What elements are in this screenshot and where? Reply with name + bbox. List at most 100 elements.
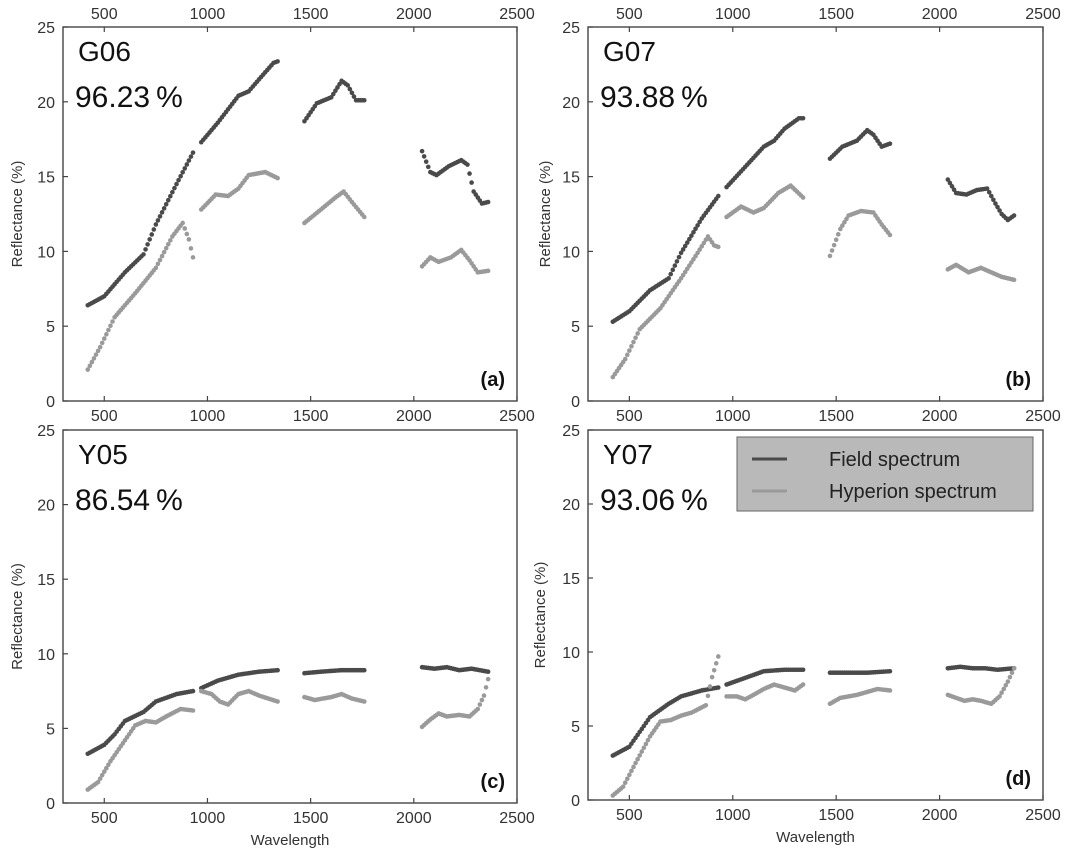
data-point <box>709 674 715 680</box>
series-field <box>610 664 1017 758</box>
data-point <box>155 261 161 267</box>
similarity-value: 96.23 % <box>75 81 183 114</box>
data-point <box>986 190 992 195</box>
series-hyperion <box>610 654 1017 798</box>
data-point <box>682 243 688 249</box>
series-field <box>85 664 491 757</box>
data-point <box>184 231 190 237</box>
data-point <box>711 667 717 673</box>
data-point <box>1011 277 1017 283</box>
x-tick-label: 1000 <box>190 810 226 827</box>
data-point <box>421 154 427 159</box>
data-point <box>699 244 705 249</box>
data-point <box>467 171 472 176</box>
data-point <box>643 741 649 747</box>
data-point <box>993 201 998 206</box>
sample-code: G06 <box>78 36 131 67</box>
data-point <box>705 693 711 699</box>
data-point <box>997 208 1002 213</box>
data-point <box>622 356 628 362</box>
data-point <box>633 335 638 341</box>
data-point <box>361 667 367 673</box>
data-point <box>666 276 671 281</box>
data-point <box>168 193 173 199</box>
data-point <box>629 768 634 774</box>
data-point <box>184 162 190 167</box>
y-tick-label: 10 <box>37 244 55 261</box>
data-point <box>485 676 491 682</box>
x-top-tick-label: 1500 <box>818 6 854 23</box>
data-point <box>800 667 806 673</box>
data-point <box>190 150 196 155</box>
x-tick-label: 1000 <box>190 408 226 425</box>
data-point <box>715 244 721 250</box>
data-point <box>153 222 159 227</box>
data-point <box>678 250 684 256</box>
y-tick-label: 15 <box>562 170 580 187</box>
y-tick-label: 10 <box>562 244 580 261</box>
data-point <box>713 661 719 666</box>
data-point <box>186 237 192 242</box>
data-point <box>840 223 845 228</box>
data-point <box>345 83 351 88</box>
data-point <box>168 238 173 243</box>
data-point <box>633 760 638 766</box>
data-point <box>275 699 280 704</box>
panel-4: 0 5 10 15 20 25 500 1000 1500 2000 2500 Reflectance… <box>532 423 1061 846</box>
y-tick-label: 0 <box>571 394 580 411</box>
data-point <box>715 654 721 659</box>
series-hyperion <box>85 676 491 792</box>
legend: Field spectrum Hyperion spectrum <box>736 436 1034 512</box>
data-point <box>87 363 93 369</box>
data-point <box>143 247 148 252</box>
legend-entry: Field spectrum <box>829 449 960 471</box>
data-point <box>361 98 367 103</box>
y-axis-label: Reflectance (%) <box>9 563 26 670</box>
data-point <box>469 180 474 185</box>
legend-box <box>736 436 1034 512</box>
y-axis-label: Reflectance (%) <box>9 161 26 268</box>
x-tick-label: 1500 <box>293 408 329 425</box>
data-point <box>645 737 651 743</box>
data-point <box>337 81 342 87</box>
data-point <box>104 765 109 771</box>
data-point <box>159 253 165 259</box>
data-point <box>151 227 157 232</box>
data-point <box>485 199 491 205</box>
x-top-tick-label: 500 <box>616 6 643 23</box>
y-axis-label: Reflectance (%) <box>537 161 554 268</box>
data-point <box>829 248 835 253</box>
y-tick-label: 5 <box>46 319 55 336</box>
data-point <box>157 214 163 219</box>
data-point <box>95 779 101 785</box>
data-point <box>147 237 152 242</box>
y-tick-label: 20 <box>37 95 55 112</box>
data-point <box>631 339 636 345</box>
panel-label: (b) <box>1005 369 1031 391</box>
data-point <box>170 189 175 195</box>
plot-frame <box>62 26 518 402</box>
data-point <box>180 220 185 226</box>
plot-frame <box>587 429 1044 801</box>
data-point <box>347 86 353 92</box>
data-point <box>635 331 640 336</box>
data-point <box>425 164 431 170</box>
data-point <box>85 367 91 372</box>
similarity-value: 93.06 % <box>600 484 708 517</box>
data-point <box>1011 213 1017 218</box>
data-point <box>631 764 636 770</box>
data-point <box>101 336 107 341</box>
data-point <box>1003 683 1009 688</box>
data-point <box>361 699 367 704</box>
x-tick-label: 1500 <box>293 810 329 827</box>
similarity-value: 86.54 % <box>75 484 183 517</box>
data-point <box>835 232 841 237</box>
x-axis-label: Wavelength <box>251 832 330 849</box>
data-point <box>174 181 179 187</box>
data-point <box>465 162 470 167</box>
data-point <box>670 267 676 273</box>
data-point <box>945 177 951 182</box>
sample-code: G07 <box>603 36 656 67</box>
data-point <box>104 332 109 337</box>
data-point <box>182 226 188 231</box>
